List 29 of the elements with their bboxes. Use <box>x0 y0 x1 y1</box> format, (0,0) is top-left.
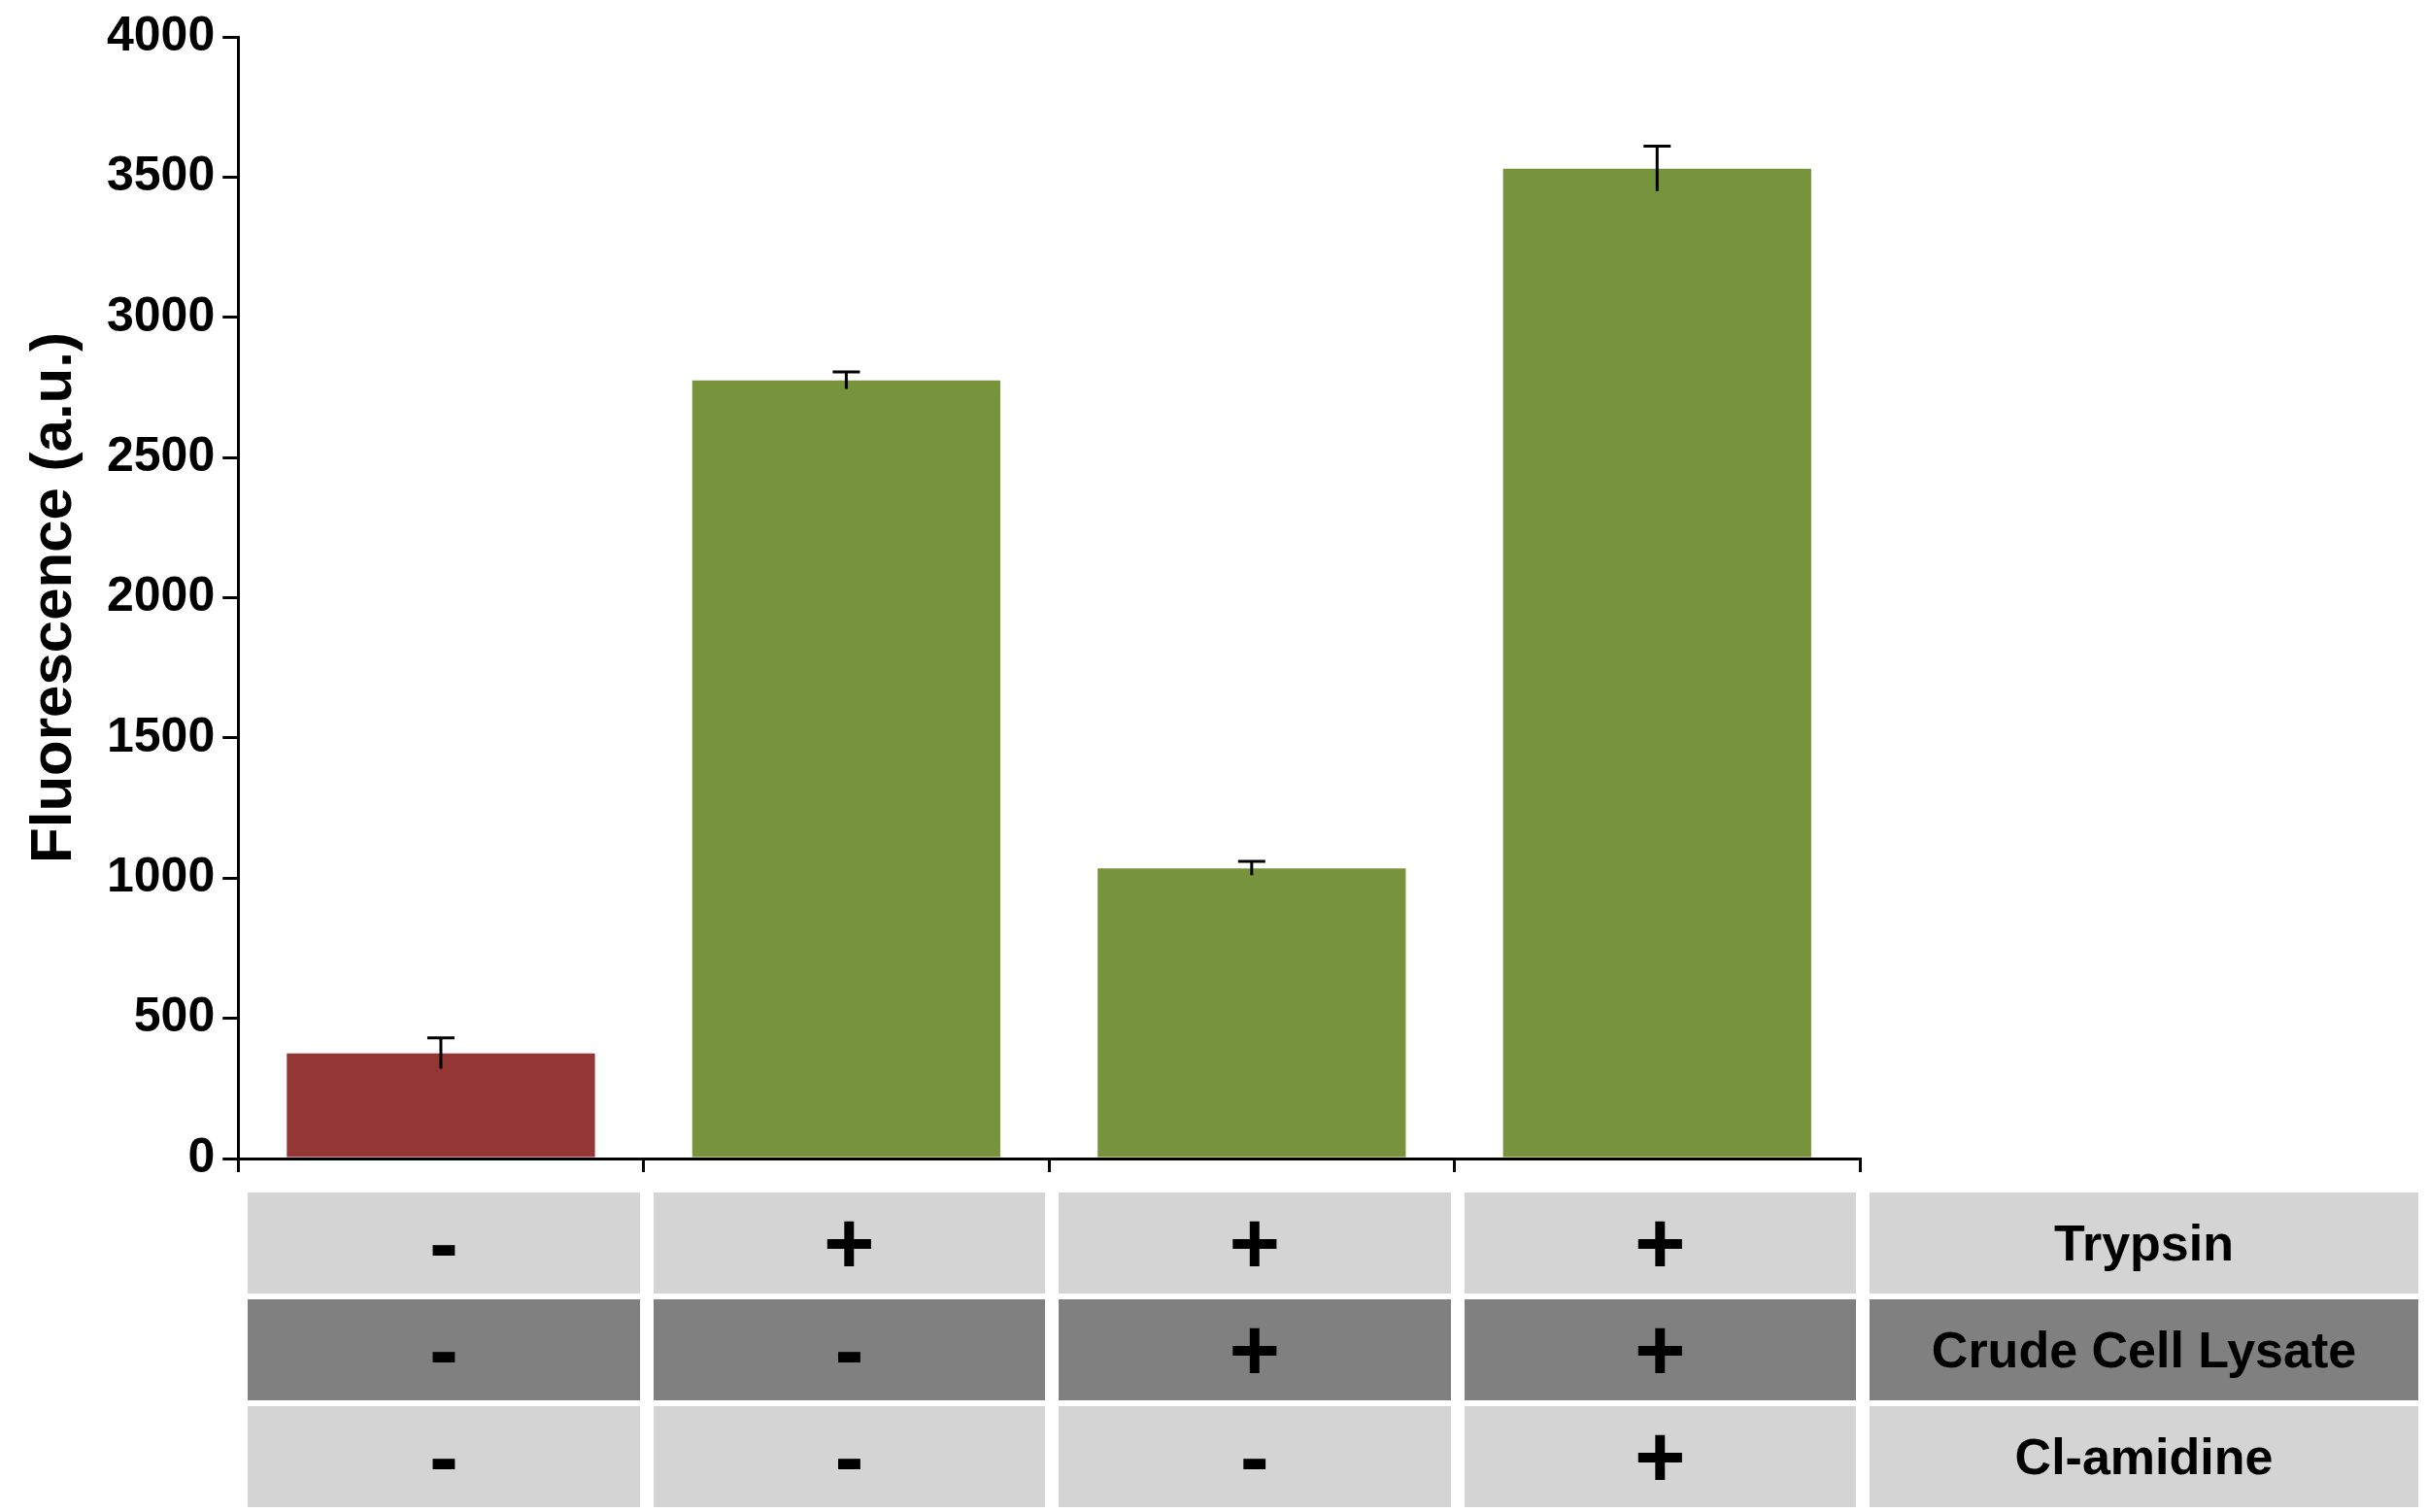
y-tick-label: 2500 <box>107 426 216 482</box>
text: - <box>653 1299 1046 1400</box>
text: Crude Cell Lysate <box>1870 1299 2418 1400</box>
text: + <box>653 1193 1046 1294</box>
text: + <box>1464 1299 1856 1400</box>
y-tick-label: 2000 <box>107 567 216 622</box>
y-tick-label: 3000 <box>107 286 216 342</box>
text: - <box>1059 1406 1451 1507</box>
text: + <box>1059 1299 1451 1400</box>
text: Trypsin <box>1870 1193 2418 1294</box>
text: - <box>248 1193 640 1294</box>
y-tick-label: 500 <box>133 988 216 1043</box>
text: + <box>1059 1193 1451 1294</box>
text: + <box>1464 1406 1856 1507</box>
bar <box>1097 868 1406 1158</box>
y-tick-label: 4000 <box>107 6 216 61</box>
bar <box>691 380 1001 1158</box>
text: - <box>653 1406 1046 1507</box>
y-tick-label: 1000 <box>107 848 216 903</box>
y-tick-label: 1500 <box>107 707 216 762</box>
bar <box>287 1053 595 1158</box>
y-tick-label: 3500 <box>107 147 216 202</box>
text: Cl-amidine <box>1870 1406 2418 1507</box>
text: - <box>248 1299 640 1400</box>
y-axis-title: Fluorescence (a.u.) <box>17 332 84 863</box>
text: + <box>1464 1193 1856 1294</box>
bar <box>1502 168 1811 1158</box>
text: - <box>248 1406 640 1507</box>
y-tick-label: 0 <box>187 1127 216 1183</box>
